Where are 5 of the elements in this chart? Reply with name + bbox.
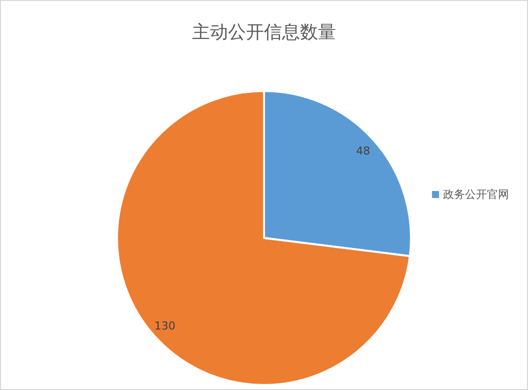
pie-slice xyxy=(116,90,411,386)
chart-title: 主动公开信息数量 xyxy=(192,22,336,43)
data-label: 130 xyxy=(154,320,176,333)
legend-label: 政务公开官网 xyxy=(443,188,509,201)
data-label: 48 xyxy=(356,144,370,158)
